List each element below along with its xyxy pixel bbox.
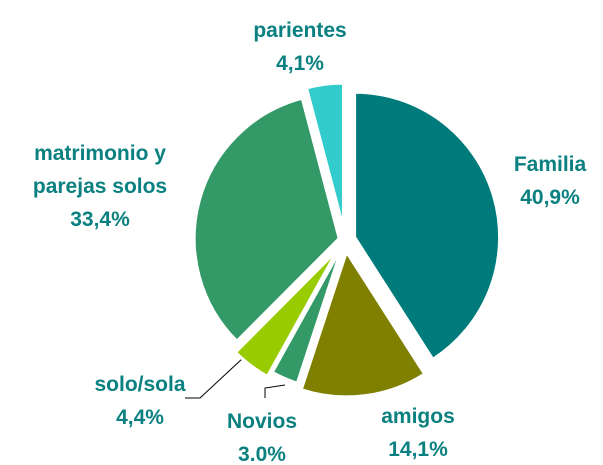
slice-label: solo/sola 4,4% (94, 368, 185, 434)
slice-label: Novios 3.0% (227, 405, 297, 465)
value-label: 4,1% (276, 52, 324, 75)
pie-slice (192, 96, 341, 344)
category-label: matrimonio y parejas solos (32, 142, 168, 198)
category-label: Novios (226, 410, 298, 433)
pie-slice (270, 244, 345, 386)
value-label: 4,4% (116, 406, 164, 429)
slice-label: parientes 4,1% (253, 14, 346, 80)
pie-slice (353, 90, 502, 362)
slice-label: amigos 14,1% (381, 400, 455, 465)
pie-slice (233, 248, 340, 379)
category-label: amigos (381, 405, 455, 428)
slice-label: matrimonio y parejas solos 33,4% (0, 137, 200, 236)
leader-line (185, 357, 244, 399)
category-label: Familia (513, 153, 587, 176)
value-label: 14,1% (388, 438, 448, 461)
category-label: parientes (253, 19, 347, 42)
value-label: 40,9% (520, 186, 580, 209)
leader-line (264, 384, 286, 398)
value-label: 33,4% (70, 208, 130, 231)
slice-label: Familia 40,9% (514, 148, 586, 214)
category-label: solo/sola (94, 373, 186, 396)
pie-slice (304, 81, 345, 229)
pie-slice (299, 248, 427, 399)
value-label: 3.0% (238, 443, 286, 465)
